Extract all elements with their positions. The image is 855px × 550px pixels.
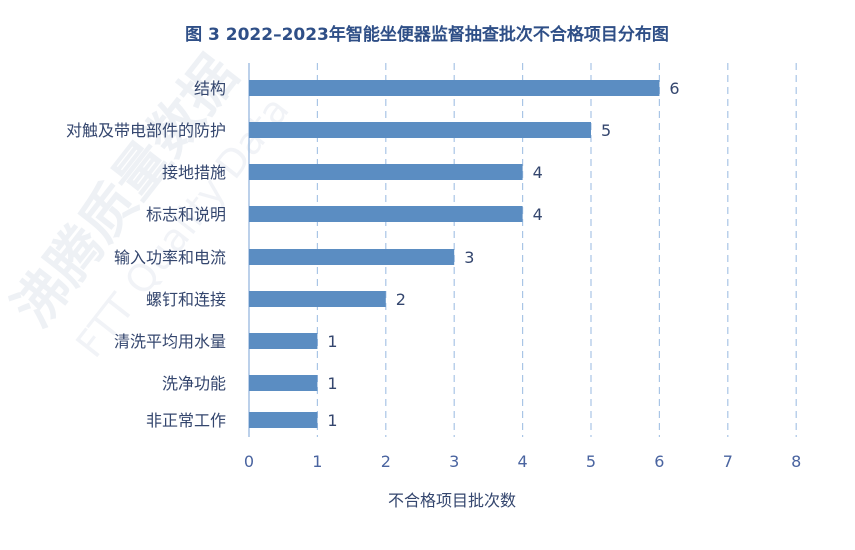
x-tick-label: 0 <box>244 452 254 471</box>
bar-2 <box>249 164 523 180</box>
chart-title: 图 3 2022–2023年智能坐便器监督抽查批次不合格项目分布图 <box>185 24 669 45</box>
value-label: 1 <box>327 411 337 430</box>
category-label: 非正常工作 <box>146 411 226 430</box>
bar-1 <box>249 122 591 138</box>
category-label: 洗净功能 <box>162 374 226 393</box>
category-label: 清洗平均用水量 <box>114 332 226 351</box>
value-label: 2 <box>396 290 406 309</box>
x-tick-label: 3 <box>449 452 459 471</box>
category-label: 输入功率和电流 <box>114 248 226 267</box>
value-label: 4 <box>533 163 543 182</box>
bar-7 <box>249 375 318 391</box>
category-label: 螺钉和连接 <box>146 290 226 309</box>
category-label: 接地措施 <box>162 163 226 182</box>
value-label: 5 <box>601 121 611 140</box>
value-label: 4 <box>533 205 543 224</box>
x-tick-label: 1 <box>312 452 322 471</box>
category-label: 结构 <box>194 79 226 98</box>
x-tick-label: 8 <box>791 452 801 471</box>
bar-5 <box>249 291 386 307</box>
x-axis-title: 不合格项目批次数 <box>388 491 516 510</box>
value-labels: 6 5 4 4 3 2 1 1 1 <box>327 79 679 430</box>
category-label: 对触及带电部件的防护 <box>66 121 226 140</box>
category-label: 标志和说明 <box>146 205 226 224</box>
value-label: 1 <box>327 332 337 351</box>
x-tick-labels: 0 1 2 3 4 5 6 7 8 <box>244 452 801 471</box>
x-tick-label: 6 <box>654 452 664 471</box>
category-labels: 结构对触及带电部件的防护接地措施标志和说明输入功率和电流螺钉和连接清洗平均用水量… <box>66 79 226 430</box>
bar-3 <box>249 206 523 222</box>
bar-8 <box>249 412 318 428</box>
x-tick-label: 2 <box>381 452 391 471</box>
value-label: 6 <box>669 79 679 98</box>
bar-6 <box>249 333 318 349</box>
x-tick-label: 4 <box>518 452 528 471</box>
bar-4 <box>249 249 455 265</box>
bar-0 <box>249 80 660 96</box>
value-label: 1 <box>327 374 337 393</box>
value-label: 3 <box>464 248 474 267</box>
x-tick-label: 7 <box>723 452 733 471</box>
bars <box>249 80 660 428</box>
x-tick-label: 5 <box>586 452 596 471</box>
